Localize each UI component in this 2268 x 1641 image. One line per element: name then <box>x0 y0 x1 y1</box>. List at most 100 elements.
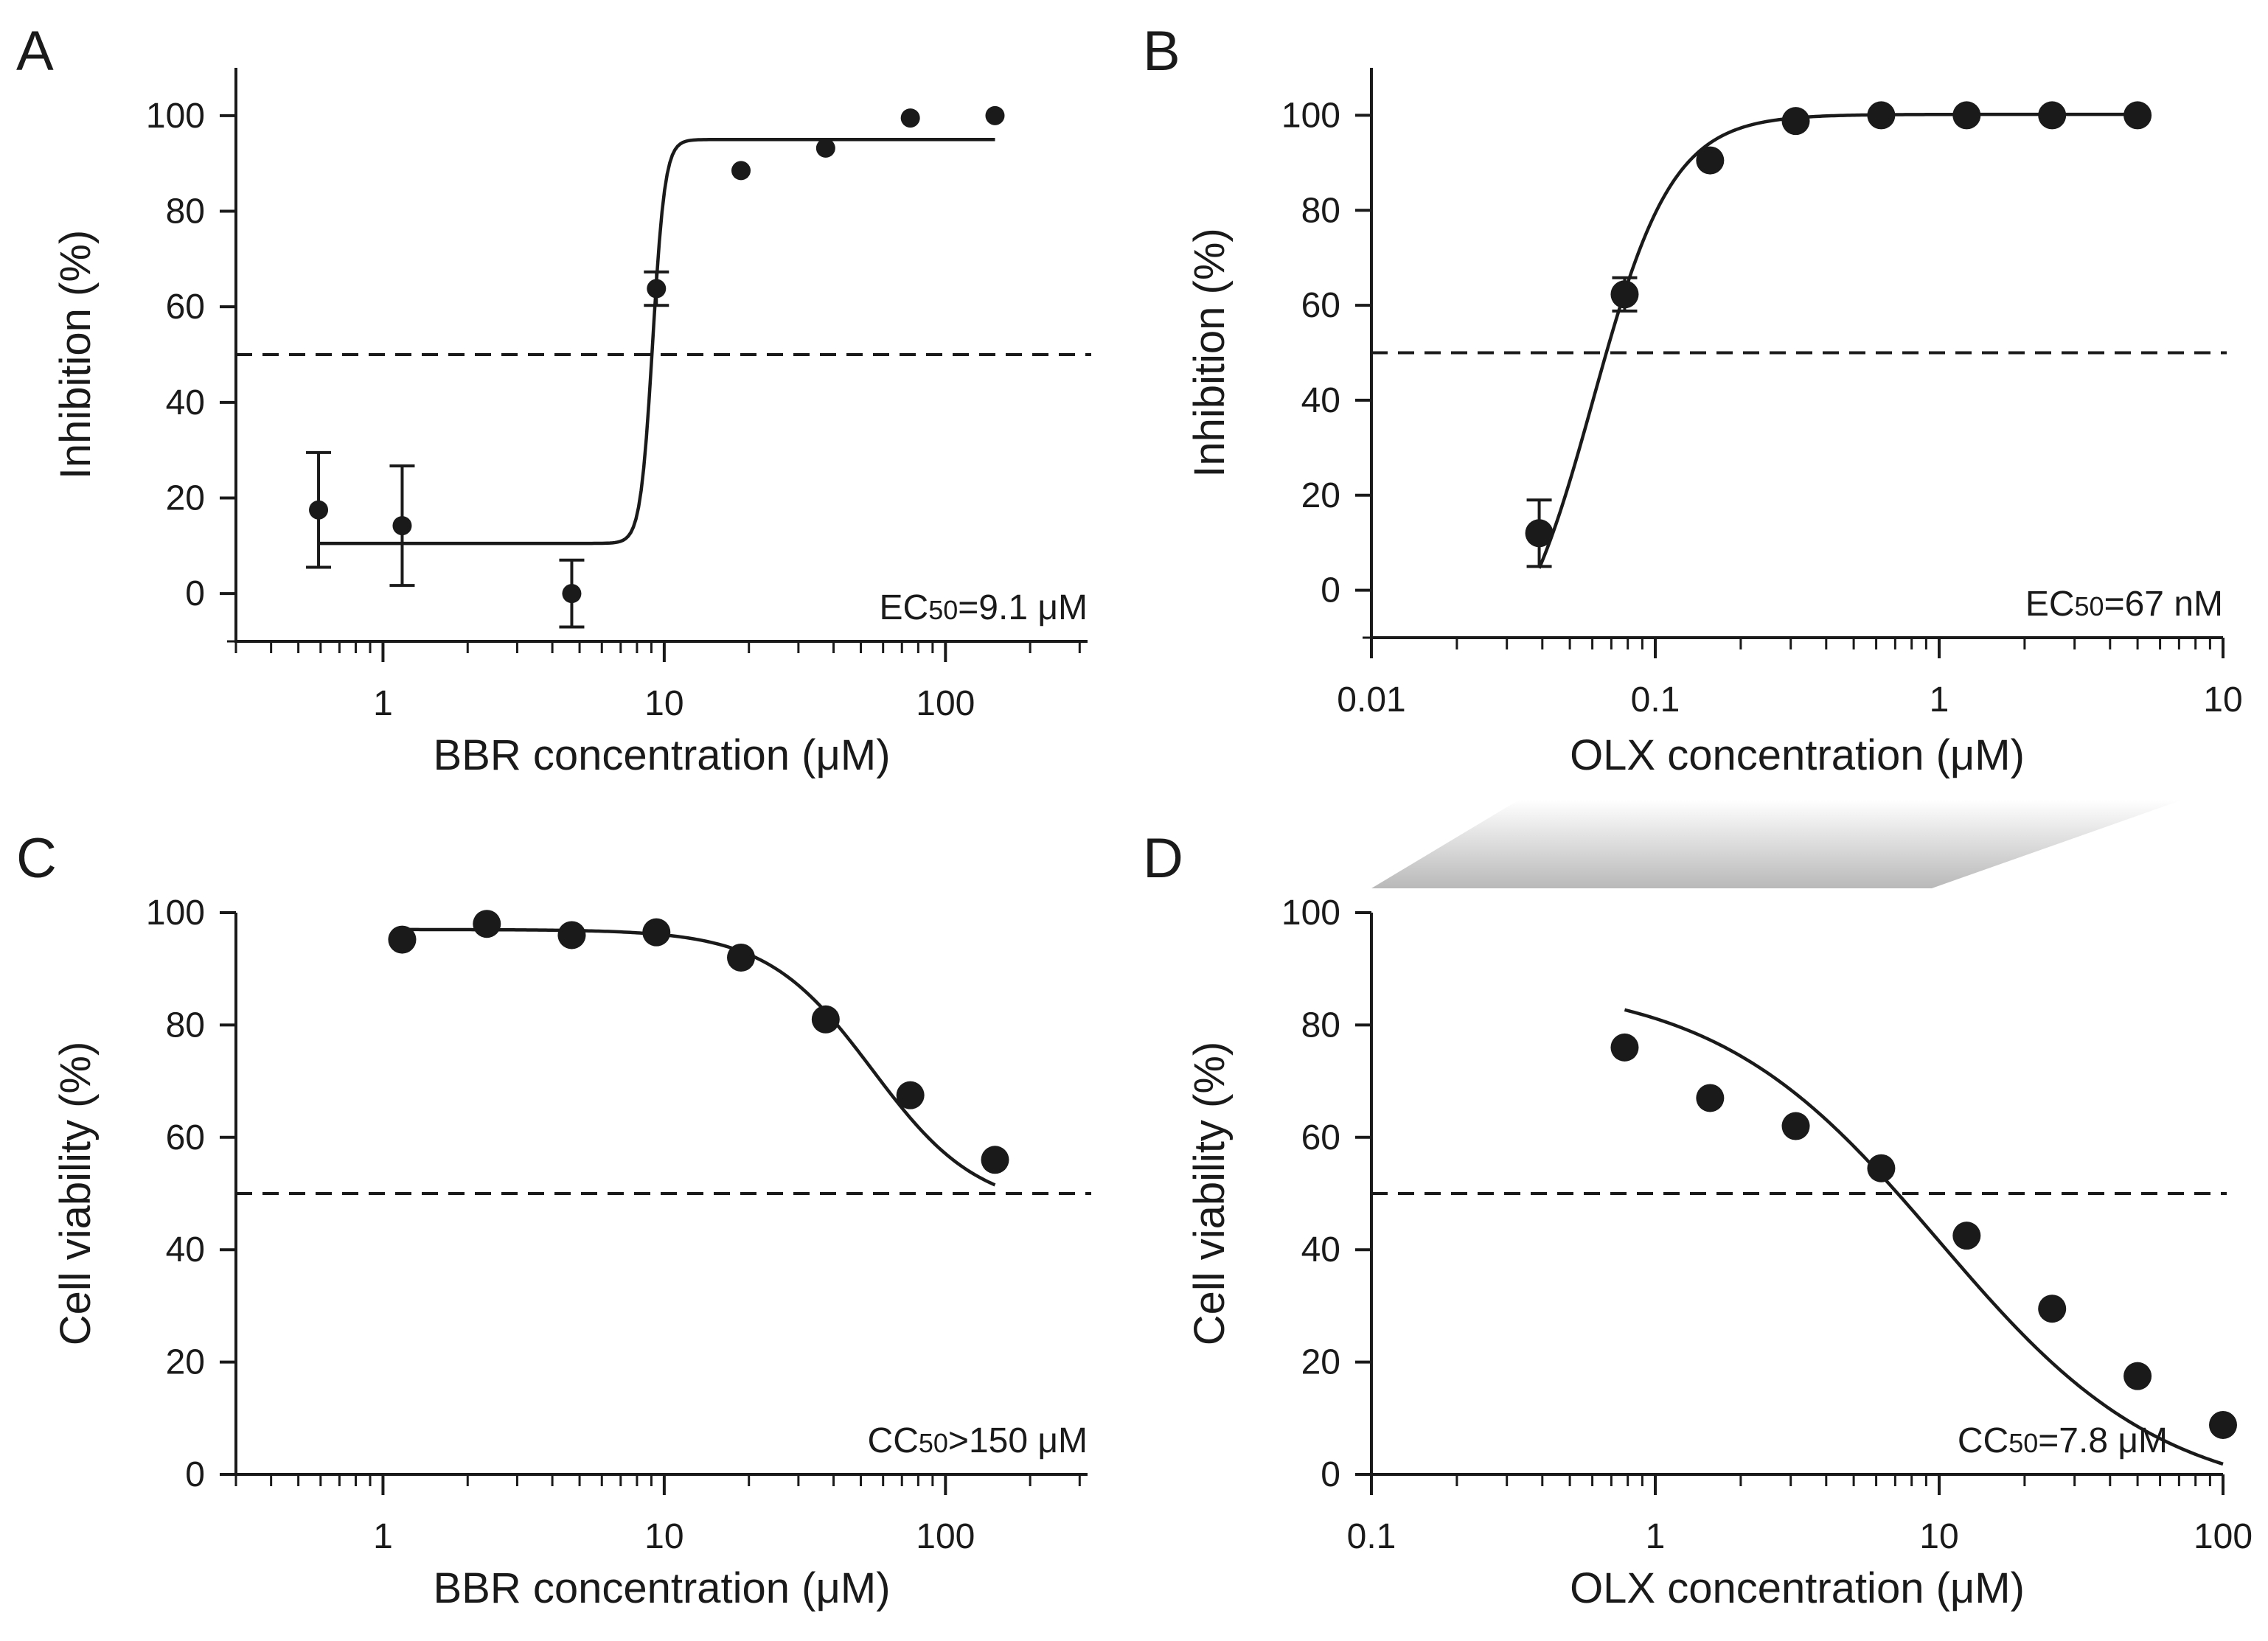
ec50-annotation: CC50=7.8 μM <box>1958 1421 2168 1460</box>
x-tick-label: 100 <box>2194 1517 2253 1556</box>
data-point <box>309 500 329 520</box>
x-tick-label: 1 <box>373 684 393 723</box>
y-tick-label: 0 <box>1321 571 1340 610</box>
x-tick-label: 1 <box>373 1517 393 1556</box>
y-tick-label: 40 <box>166 1230 205 1269</box>
x-tick-label: 0.01 <box>1337 680 1405 720</box>
panel-letter: C <box>16 827 57 890</box>
y-tick-label: 40 <box>166 383 205 422</box>
panel-c: C 0 20 40 60 80 100 1 10 100 BBR concentration (μM… <box>16 827 1091 1612</box>
data-point <box>2209 1410 2237 1439</box>
x-tick-label: 10 <box>2203 680 2242 720</box>
data-point <box>1696 146 1725 175</box>
data-point <box>473 910 501 938</box>
data-point <box>562 584 582 604</box>
y-tick-label: 100 <box>146 893 205 933</box>
data-point <box>900 108 920 128</box>
data-point <box>811 1005 840 1034</box>
data-point <box>2123 101 2152 130</box>
y-tick-label: 60 <box>166 1118 205 1157</box>
data-point <box>985 105 1005 125</box>
data-point <box>647 279 667 299</box>
y-tick-label: 100 <box>1281 893 1340 933</box>
data-point <box>896 1081 925 1109</box>
fit-curve <box>1624 1008 2224 1466</box>
y-tick-label: 20 <box>1301 1343 1340 1382</box>
y-tick-label: 80 <box>1301 1006 1340 1045</box>
annot-subscript: 50 <box>2008 1428 2038 1458</box>
x-axis-title: BBR concentration (μM) <box>433 731 890 779</box>
x-tick-label: 10 <box>644 1517 683 1556</box>
data-point <box>1610 1033 1639 1062</box>
y-axis-title: Cell viability (%) <box>52 1042 100 1346</box>
fit-curve <box>402 927 996 1187</box>
y-tick-label: 60 <box>1301 1118 1340 1157</box>
y-tick-label: 100 <box>1281 96 1340 135</box>
zoom-connector <box>1371 800 2182 888</box>
ec50-annotation: EC50=9.1 μM <box>880 588 1088 627</box>
y-tick-label: 0 <box>185 574 205 613</box>
data-point <box>815 138 835 158</box>
y-tick-label: 80 <box>166 192 205 231</box>
y-tick-label: 20 <box>166 479 205 518</box>
panel-letter: D <box>1143 827 1183 890</box>
fit-curve <box>1537 112 2138 569</box>
y-tick-label: 60 <box>1301 286 1340 325</box>
x-axis-title: OLX concentration (μM) <box>1570 1564 2025 1612</box>
data-point <box>642 918 671 947</box>
y-tick-label: 80 <box>1301 191 1340 230</box>
y-tick-label: 0 <box>185 1455 205 1494</box>
x-tick-label: 10 <box>1919 1517 1958 1556</box>
data-point <box>1525 519 1554 548</box>
annot-subscript: 50 <box>919 1428 948 1458</box>
ec50-annotation: EC50=67 nM <box>2025 585 2223 624</box>
data-point <box>392 516 412 536</box>
data-point <box>557 921 586 950</box>
y-axis-title: Inhibition (%) <box>1186 228 1234 477</box>
y-tick-label: 80 <box>166 1006 205 1045</box>
data-point <box>731 161 751 181</box>
x-tick-label: 100 <box>916 1517 975 1556</box>
x-tick-label: 0.1 <box>1631 680 1680 720</box>
fit-curve <box>319 138 995 546</box>
data-point <box>981 1146 1009 1174</box>
annot-subscript: 50 <box>928 595 958 625</box>
annot-prefix: CC <box>868 1421 919 1460</box>
y-tick-label: 100 <box>146 97 205 136</box>
y-tick-label: 20 <box>1301 476 1340 515</box>
y-axis-title: Inhibition (%) <box>52 230 100 479</box>
y-axis-title: Cell viability (%) <box>1186 1042 1234 1346</box>
annot-suffix: =7.8 μM <box>2038 1421 2168 1460</box>
data-point <box>1610 280 1639 309</box>
data-point <box>1952 1222 1981 1250</box>
data-point <box>1696 1084 1725 1112</box>
y-tick-label: 40 <box>1301 1230 1340 1269</box>
y-tick-label: 40 <box>1301 381 1340 420</box>
annot-prefix: EC <box>2025 585 2075 624</box>
panel-d: D 0 20 40 60 80 100 0.1 1 10 100 OLX concentration … <box>1143 827 2253 1612</box>
x-axis-title: OLX concentration (μM) <box>1570 731 2025 779</box>
ec50-annotation: CC50>150 μM <box>868 1421 1088 1460</box>
data-point <box>1867 101 1896 130</box>
panel-b: B 0 20 40 60 80 100 0.01 0.1 1 10 OLX concentration… <box>1143 20 2243 779</box>
data-point <box>1781 107 1810 136</box>
x-tick-label: 10 <box>644 684 683 723</box>
x-tick-label: 0.1 <box>1347 1517 1396 1556</box>
x-axis-title: BBR concentration (μM) <box>433 1564 890 1612</box>
panel-a: A 0 20 40 60 80 100 1 10 100 BBR concentration (μM… <box>16 20 1091 779</box>
data-point <box>1867 1154 1896 1182</box>
annot-prefix: CC <box>1958 1421 2008 1460</box>
annot-suffix: =67 nM <box>2104 585 2223 624</box>
x-tick-label: 100 <box>916 684 975 723</box>
x-tick-label: 1 <box>1930 680 1949 720</box>
data-point <box>2038 1295 2067 1323</box>
data-point <box>2038 101 2067 130</box>
panel-letter: A <box>16 20 54 83</box>
data-point <box>388 925 417 954</box>
annot-prefix: EC <box>880 588 929 627</box>
data-point <box>1781 1112 1810 1140</box>
x-tick-label: 1 <box>1646 1517 1666 1556</box>
annot-suffix: =9.1 μM <box>958 588 1088 627</box>
y-tick-label: 20 <box>166 1343 205 1382</box>
